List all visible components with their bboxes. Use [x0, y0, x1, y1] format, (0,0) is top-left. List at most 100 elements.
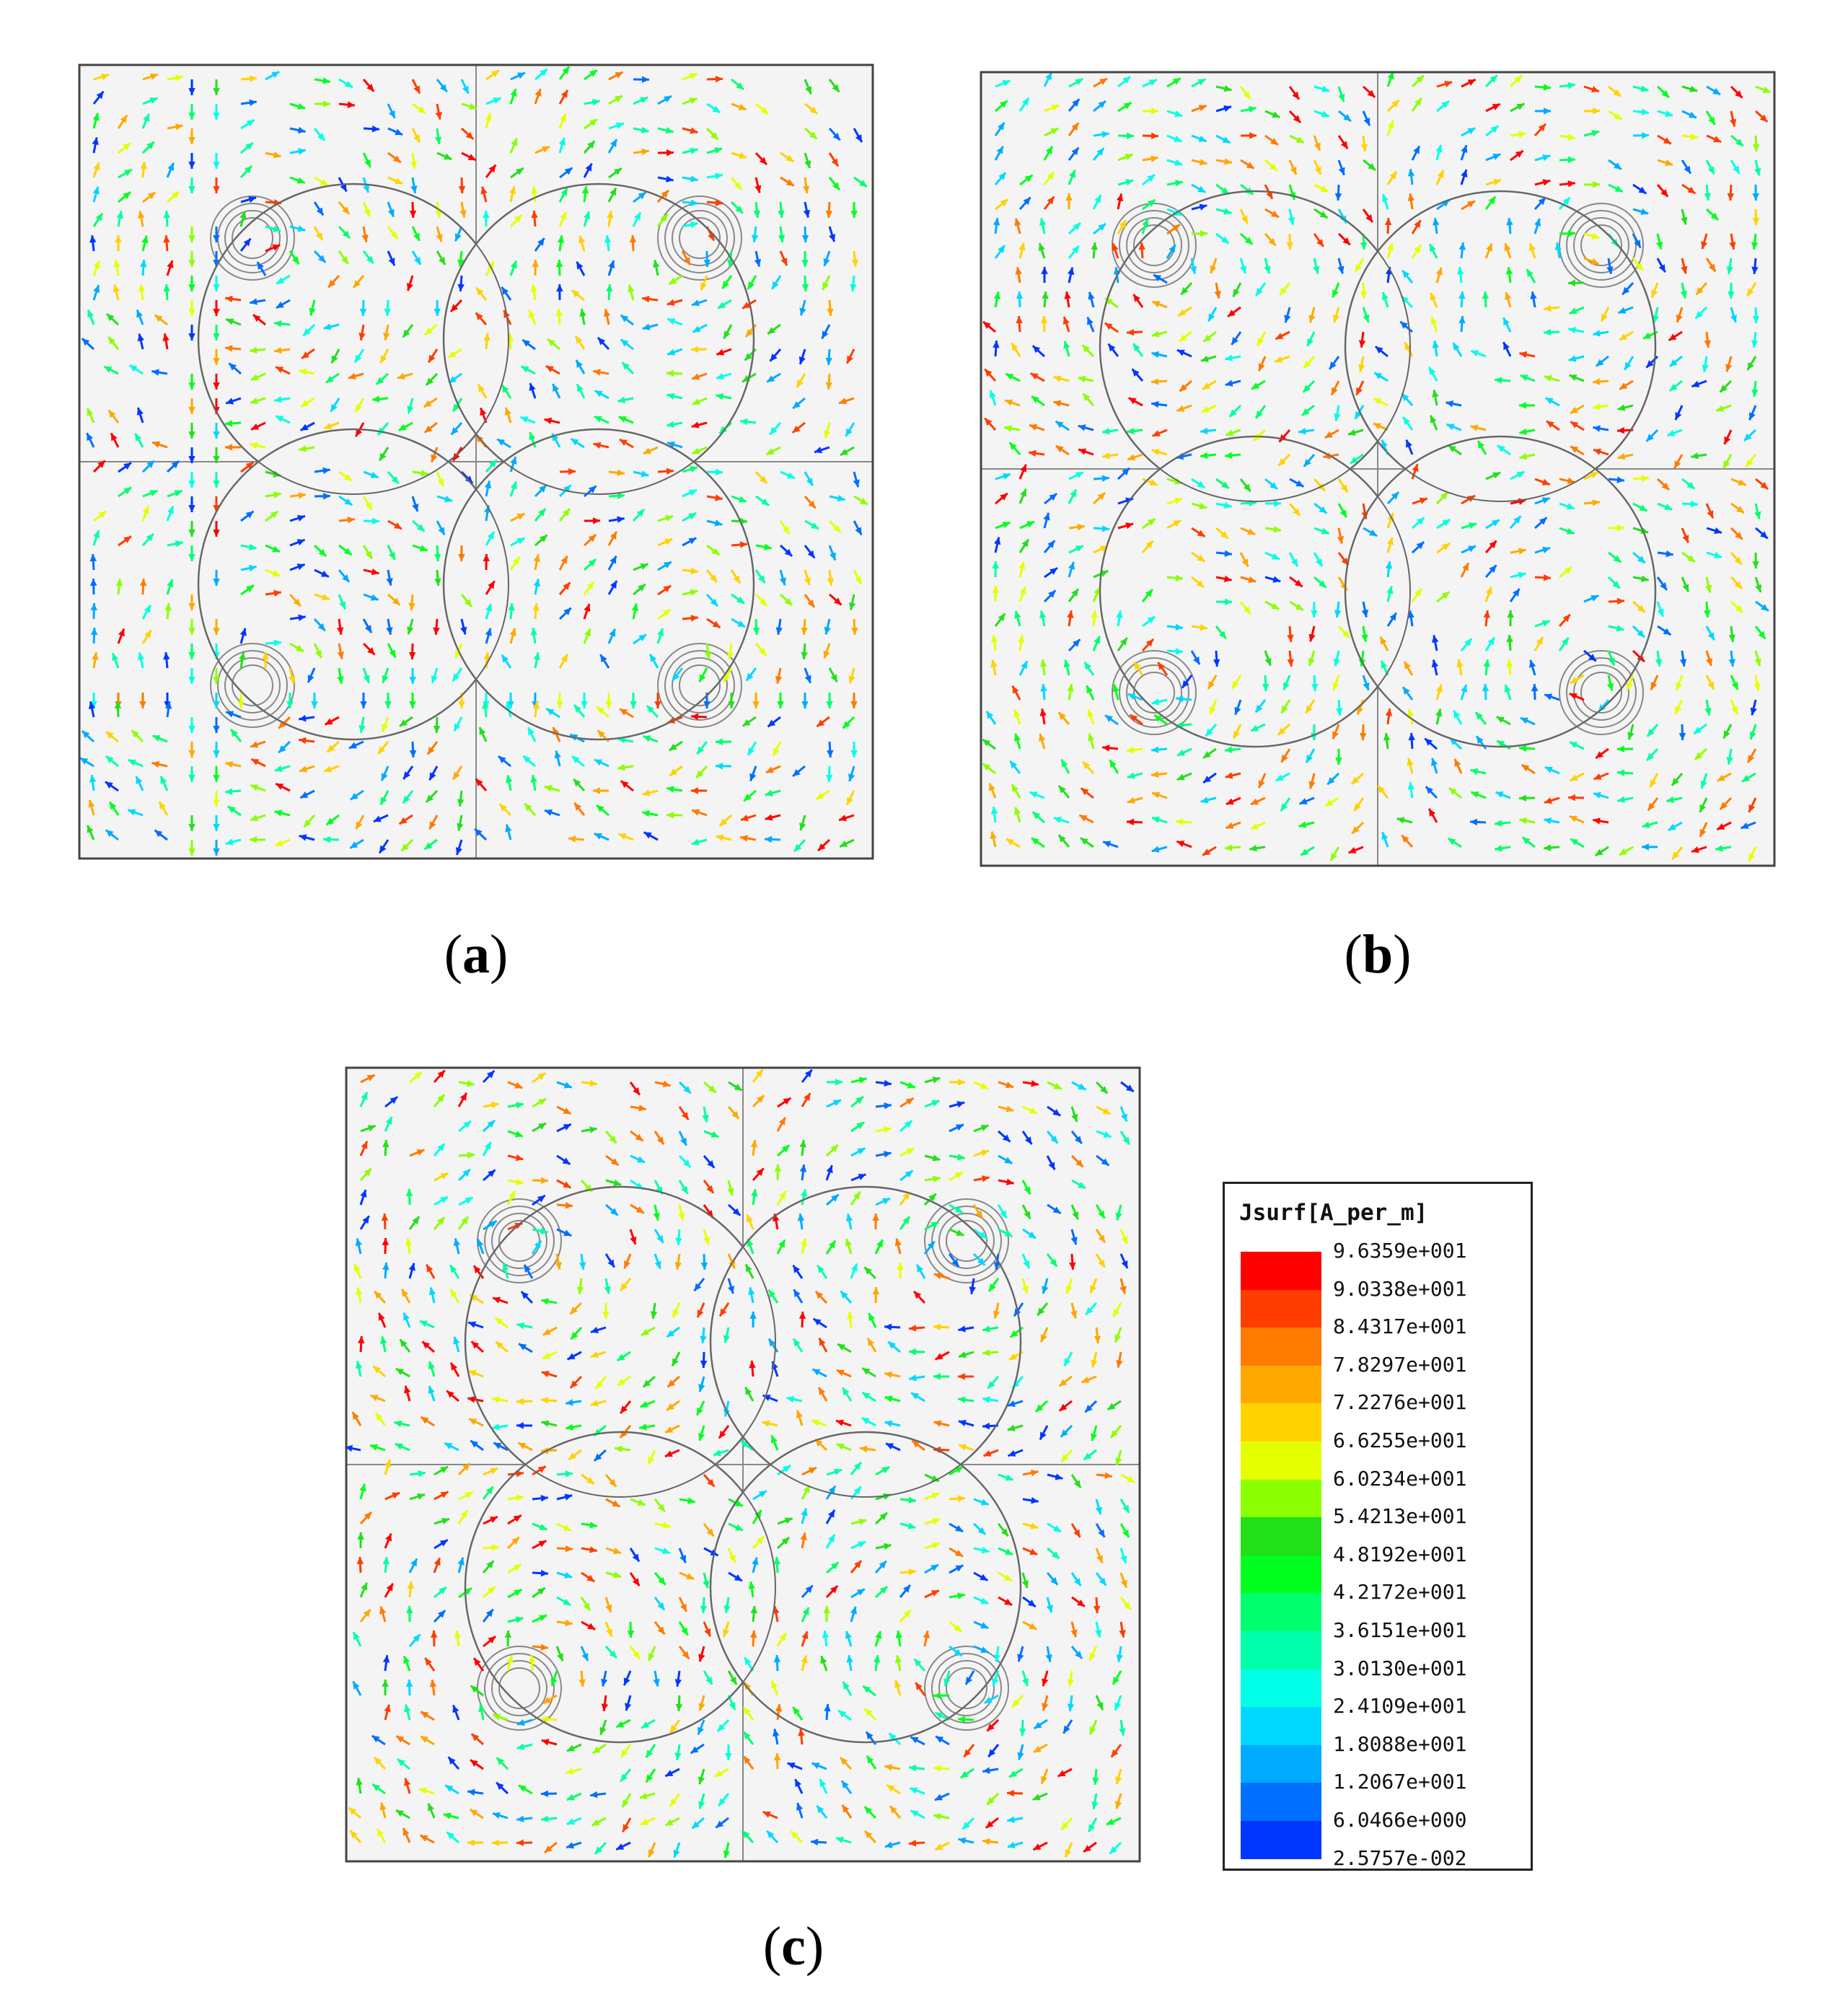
- current-arrow: [380, 765, 390, 781]
- current-distribution-diagram-b: [980, 71, 1776, 867]
- current-arrow: [496, 1757, 509, 1770]
- current-arrow: [1288, 110, 1302, 124]
- current-arrow: [715, 1817, 729, 1829]
- current-arrow: [1116, 1351, 1123, 1368]
- current-arrow: [853, 569, 863, 585]
- current-arrow: [717, 1793, 730, 1807]
- current-arrow: [798, 348, 806, 365]
- current-arrow: [1448, 786, 1462, 799]
- current-arrow: [1656, 184, 1669, 198]
- current-arrow: [1126, 746, 1143, 754]
- current-arrow: [850, 1191, 861, 1206]
- current-arrow: [1401, 392, 1414, 406]
- surface-current-arrows: [982, 71, 1772, 862]
- current-arrow: [653, 1204, 660, 1221]
- current-arrow: [556, 1470, 573, 1478]
- current-arrow: [1534, 196, 1546, 211]
- current-arrow: [874, 1585, 889, 1599]
- current-arrow: [1115, 1204, 1122, 1221]
- current-arrow: [213, 521, 220, 537]
- spiral-ring: [1126, 664, 1182, 721]
- current-arrow: [323, 323, 340, 330]
- current-arrow: [509, 260, 518, 276]
- current-arrow: [776, 1239, 786, 1255]
- current-arrow: [604, 1253, 616, 1268]
- current-arrow: [349, 1830, 362, 1843]
- current-arrow: [1749, 724, 1757, 740]
- current-arrow: [250, 397, 266, 405]
- current-arrow: [762, 1811, 778, 1819]
- current-arrow: [835, 1836, 852, 1844]
- current-arrow: [1583, 107, 1601, 115]
- current-arrow: [678, 1597, 687, 1612]
- current-arrow: [705, 593, 719, 607]
- current-arrow: [1484, 540, 1497, 553]
- current-arrow: [924, 1076, 941, 1084]
- current-arrow: [1526, 268, 1536, 284]
- current-arrow: [1350, 772, 1365, 785]
- current-arrow: [1022, 1547, 1038, 1556]
- current-arrow: [742, 1706, 754, 1721]
- current-arrow: [115, 234, 122, 252]
- current-arrow: [265, 244, 281, 253]
- current-arrow: [509, 138, 518, 154]
- current-arrow: [899, 1496, 917, 1503]
- current-arrow: [434, 1465, 449, 1476]
- current-arrow: [1534, 620, 1551, 628]
- current-arrow: [433, 618, 440, 636]
- current-arrow: [430, 1630, 438, 1647]
- current-arrow: [1384, 217, 1392, 234]
- current-arrow: [608, 167, 622, 179]
- current-arrow: [666, 348, 683, 356]
- current-arrow: [846, 1655, 853, 1672]
- current-arrow: [1302, 379, 1316, 393]
- current-arrow: [556, 1202, 573, 1209]
- legend-swatch: [1241, 1783, 1321, 1821]
- current-arrow: [1719, 796, 1733, 810]
- current-arrow: [998, 1154, 1013, 1164]
- current-arrow: [358, 324, 366, 341]
- current-arrow: [556, 1123, 572, 1133]
- current-arrow: [534, 145, 550, 154]
- current-arrow: [1022, 1469, 1039, 1477]
- current-arrow: [1142, 517, 1156, 530]
- current-arrow: [336, 618, 344, 636]
- current-arrow: [666, 812, 683, 819]
- current-arrow: [1068, 523, 1086, 531]
- current-arrow: [1461, 127, 1477, 137]
- current-arrow: [1746, 748, 1757, 763]
- current-arrow: [86, 825, 95, 840]
- current-arrow: [1730, 699, 1738, 715]
- current-arrow: [650, 1302, 658, 1320]
- current-arrow: [359, 1215, 370, 1230]
- current-arrow: [801, 618, 808, 636]
- current-arrow: [1716, 772, 1732, 782]
- current-arrow: [532, 1097, 547, 1108]
- current-arrow: [1053, 400, 1070, 407]
- legend-swatch: [1241, 1289, 1321, 1328]
- current-arrow: [309, 299, 316, 316]
- current-arrow: [1314, 110, 1330, 118]
- current-arrow: [93, 510, 107, 522]
- current-arrow: [520, 365, 536, 375]
- current-arrow: [188, 300, 195, 316]
- current-arrow: [1460, 169, 1468, 185]
- current-arrow: [252, 314, 266, 326]
- current-arrow: [452, 398, 463, 413]
- current-arrow: [373, 1290, 387, 1304]
- current-arrow: [1288, 552, 1299, 567]
- current-arrow: [607, 187, 617, 203]
- current-arrow: [910, 1736, 925, 1746]
- current-arrow: [666, 392, 683, 400]
- current-arrow: [1102, 840, 1119, 848]
- current-arrow: [987, 1278, 1000, 1292]
- current-arrow: [559, 167, 573, 179]
- current-arrow: [1510, 470, 1526, 480]
- current-arrow: [92, 260, 100, 276]
- current-arrow: [107, 336, 120, 350]
- current-arrow: [1656, 478, 1671, 491]
- legend-value: 1.8088e+001: [1333, 1731, 1467, 1756]
- current-arrow: [899, 1522, 916, 1529]
- current-arrow: [1078, 814, 1094, 824]
- spiral-ring: [657, 196, 742, 281]
